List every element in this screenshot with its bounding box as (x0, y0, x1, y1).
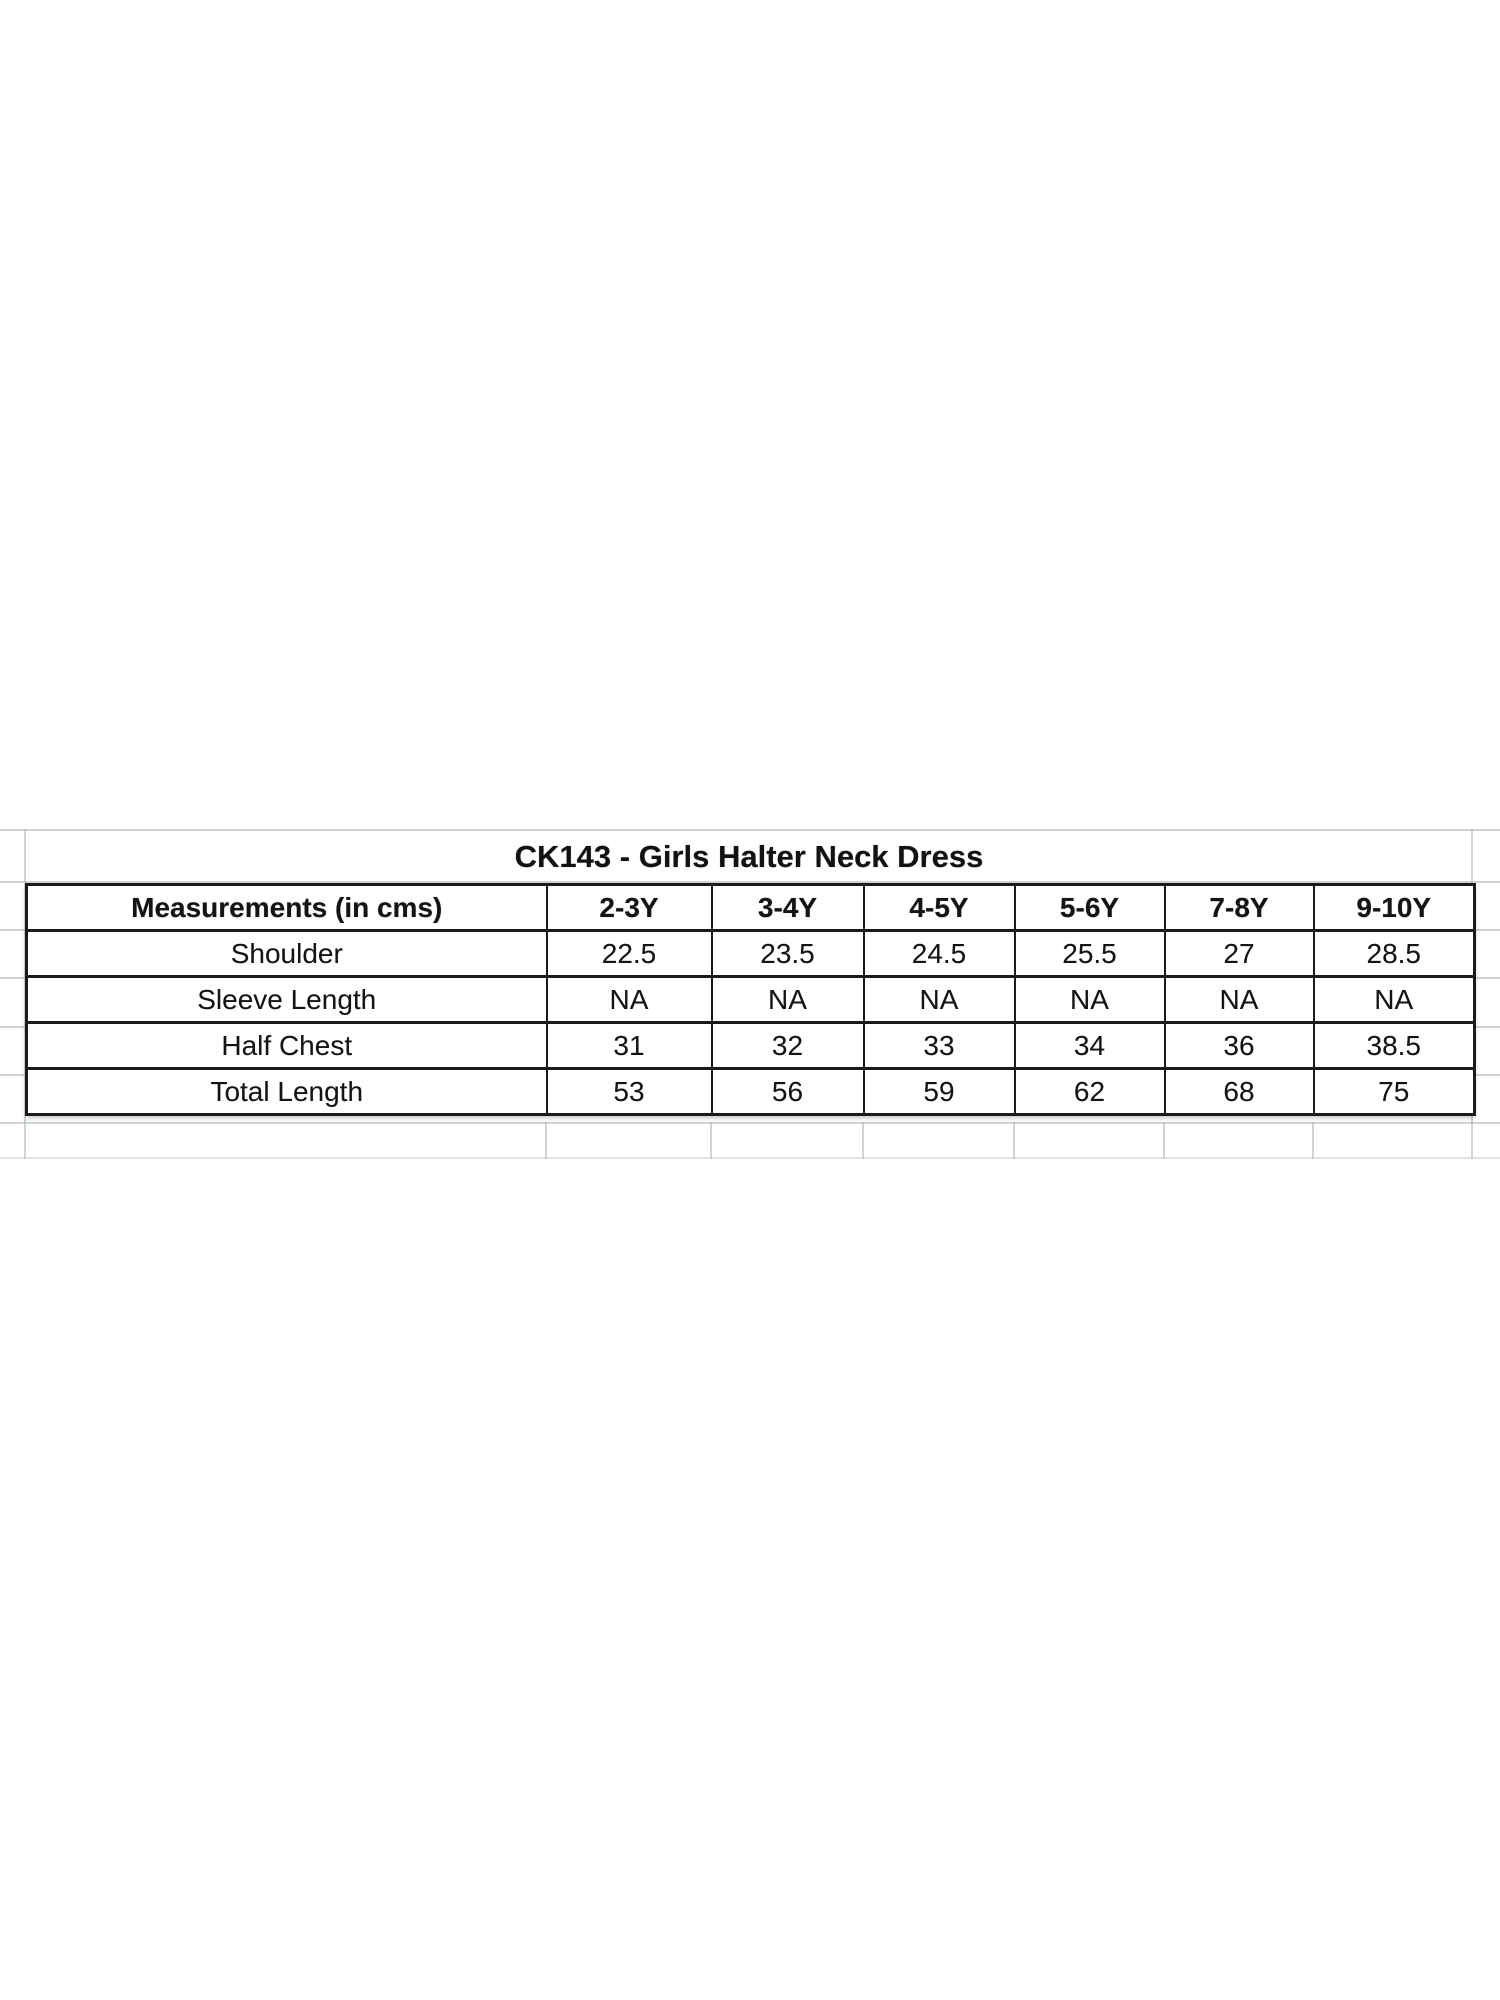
header-cell-size: 7-8Y (1163, 883, 1315, 932)
value-cell: 59 (862, 1067, 1016, 1116)
row-label: Total Length (25, 1067, 548, 1116)
sheet-gridline-vertical (862, 1122, 864, 1159)
table-row-sleeve-length: Sleeve Length NA NA NA NA NA NA (25, 975, 1476, 1024)
value-cell: 33 (862, 1021, 1016, 1070)
value-cell: 32 (710, 1021, 865, 1070)
sheet-gridline-horizontal (0, 1122, 1500, 1124)
header-cell-size: 5-6Y (1013, 883, 1166, 932)
sheet-gridline-vertical (1163, 1122, 1165, 1159)
value-cell: 75 (1312, 1067, 1476, 1116)
value-cell: NA (1013, 975, 1166, 1024)
sheet-gridline-horizontal (0, 881, 1500, 883)
value-cell: 34 (1013, 1021, 1166, 1070)
value-cell: 25.5 (1013, 929, 1166, 978)
size-chart-table: Measurements (in cms) 2-3Y 3-4Y 4-5Y 5-6… (25, 883, 1476, 1116)
value-cell: 22.5 (545, 929, 713, 978)
table-row-half-chest: Half Chest 31 32 33 34 36 38.5 (25, 1021, 1476, 1070)
header-cell-size: 2-3Y (545, 883, 713, 932)
value-cell: NA (1312, 975, 1476, 1024)
size-chart-title: CK143 - Girls Halter Neck Dress (514, 839, 984, 874)
sheet-gridline-vertical (545, 1122, 547, 1159)
value-cell: NA (710, 975, 865, 1024)
value-cell: 68 (1163, 1067, 1315, 1116)
value-cell: 28.5 (1312, 929, 1476, 978)
value-cell: 36 (1163, 1021, 1315, 1070)
value-cell: NA (545, 975, 713, 1024)
row-label: Sleeve Length (25, 975, 548, 1024)
value-cell: 62 (1013, 1067, 1166, 1116)
sheet-gridline-vertical (1013, 1122, 1015, 1159)
sheet-gridline-horizontal (0, 829, 1500, 831)
value-cell: 38.5 (1312, 1021, 1476, 1070)
header-row: Measurements (in cms) 2-3Y 3-4Y 4-5Y 5-6… (25, 883, 1476, 932)
header-cell-measurements: Measurements (in cms) (25, 883, 548, 932)
row-label: Shoulder (25, 929, 548, 978)
sheet-gridline-vertical (710, 1122, 712, 1159)
value-cell: 23.5 (710, 929, 865, 978)
value-cell: 31 (545, 1021, 713, 1070)
value-cell: 53 (545, 1067, 713, 1116)
value-cell: NA (862, 975, 1016, 1024)
value-cell: 56 (710, 1067, 865, 1116)
sheet-gridline-horizontal (0, 1157, 1500, 1159)
value-cell: 27 (1163, 929, 1315, 978)
sheet-gridline-vertical (1312, 1122, 1314, 1159)
table-row-shoulder: Shoulder 22.5 23.5 24.5 25.5 27 28.5 (25, 929, 1476, 978)
header-cell-size: 3-4Y (710, 883, 865, 932)
row-label: Half Chest (25, 1021, 548, 1070)
header-cell-size: 4-5Y (862, 883, 1016, 932)
header-cell-size: 9-10Y (1312, 883, 1476, 932)
value-cell: 24.5 (862, 929, 1016, 978)
table-row-total-length: Total Length 53 56 59 62 68 75 (25, 1067, 1476, 1116)
value-cell: NA (1163, 975, 1315, 1024)
